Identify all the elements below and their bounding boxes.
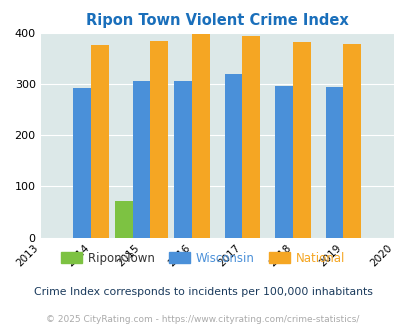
Bar xyxy=(174,81,192,238)
Bar xyxy=(132,81,150,238)
Text: © 2025 CityRating.com - https://www.cityrating.com/crime-statistics/: © 2025 CityRating.com - https://www.city… xyxy=(46,315,359,324)
Bar xyxy=(325,87,343,238)
Bar xyxy=(115,201,132,238)
Text: Crime Index corresponds to incidents per 100,000 inhabitants: Crime Index corresponds to incidents per… xyxy=(34,287,371,297)
Bar xyxy=(73,88,91,238)
Bar xyxy=(343,44,360,238)
Bar xyxy=(224,74,242,238)
Bar xyxy=(242,36,260,238)
Bar xyxy=(150,41,168,238)
Bar xyxy=(91,45,109,238)
Bar xyxy=(292,42,310,238)
Title: Ripon Town Violent Crime Index: Ripon Town Violent Crime Index xyxy=(85,13,348,28)
Bar xyxy=(192,34,209,238)
Legend: Ripon Town, Wisconsin, National: Ripon Town, Wisconsin, National xyxy=(55,247,350,269)
Bar xyxy=(275,86,292,238)
